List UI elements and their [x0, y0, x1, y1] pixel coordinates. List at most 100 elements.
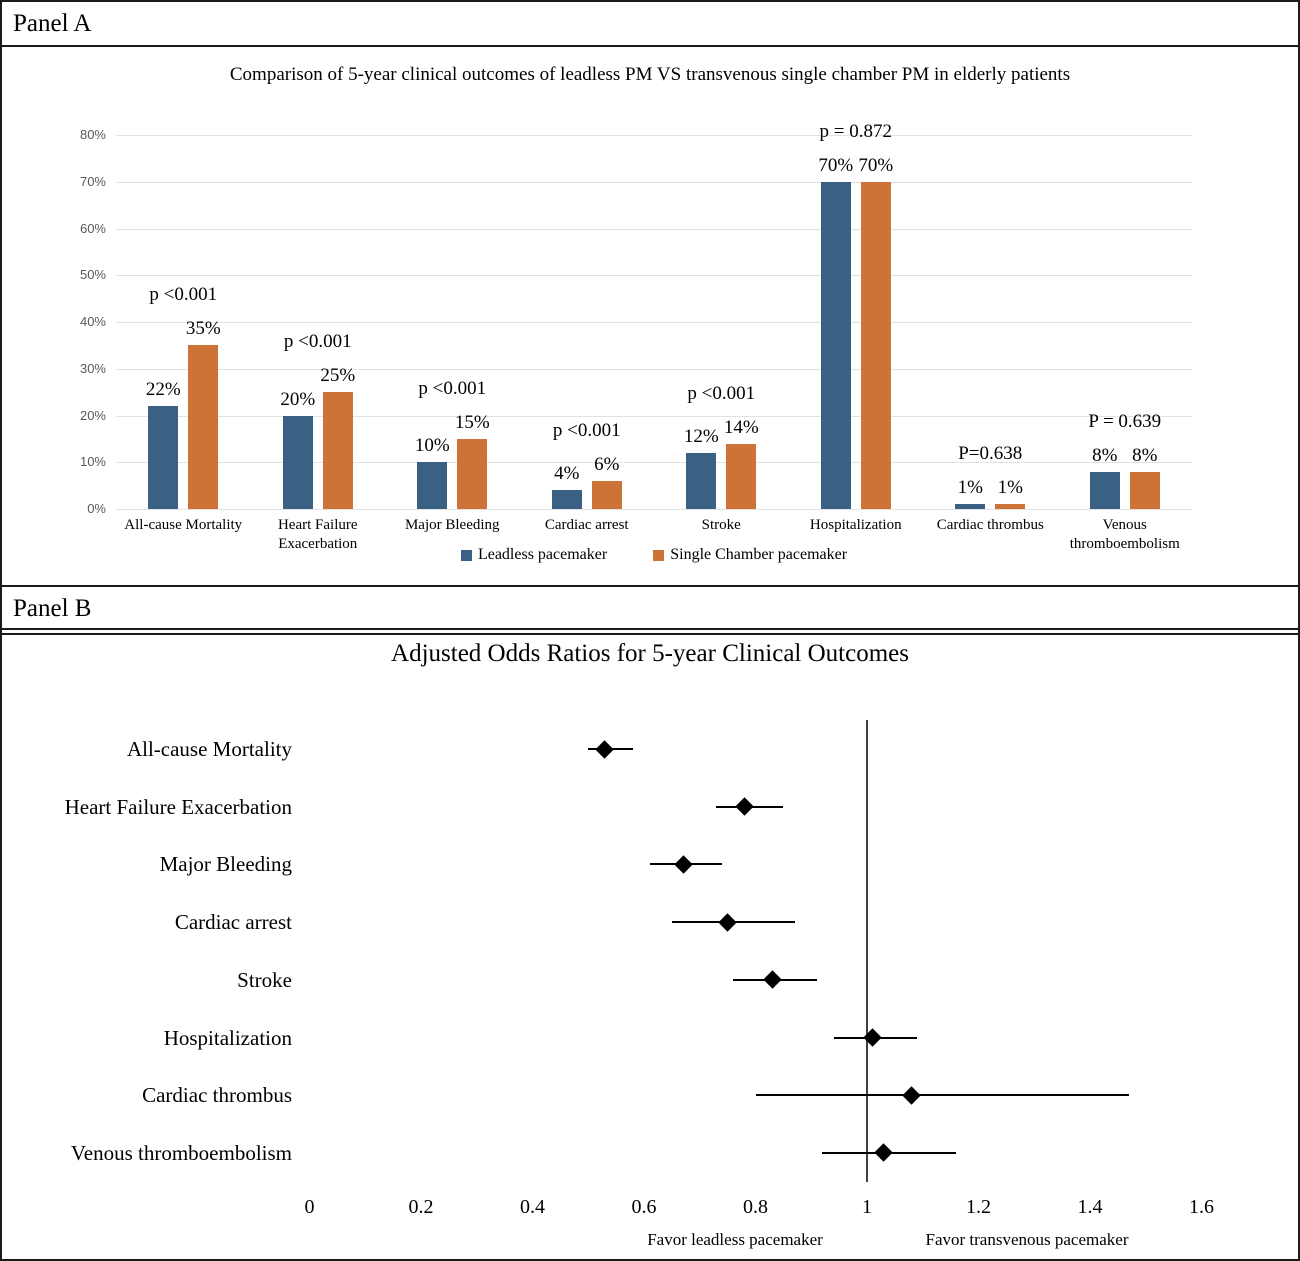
- panel-a-label: Panel A: [13, 10, 92, 37]
- bar-value-label-1-1: 25%: [320, 365, 356, 387]
- bar-leadless-1: [282, 415, 313, 509]
- forest-row-label-0: All-cause Mortality: [126, 737, 292, 761]
- forest-row-label-3: Cardiac arrest: [174, 910, 292, 935]
- forest-x-tick-0.4: 0.4: [520, 1196, 545, 1218]
- bar-value-label-0-7: 8%: [1092, 444, 1118, 466]
- forest-row-label-7: Venous thromboembolism: [70, 1140, 292, 1165]
- p-value-label-1: p <0.001: [283, 331, 352, 353]
- forest-row-label-1: Heart Failure Exacerbation: [64, 794, 292, 819]
- y-axis-tick-60: 60%: [79, 220, 106, 236]
- forest-row-label-2: Major Bleeding: [159, 852, 292, 877]
- p-value-label-3: p <0.001: [552, 419, 621, 441]
- bar-single-chamber-2: [457, 438, 488, 509]
- panel-a-header: Panel A: [2, 2, 1298, 47]
- forest-ci-line-6: [755, 1094, 1130, 1097]
- forest-row-label-5: Hospitalization: [163, 1025, 292, 1050]
- bar-single-chamber-6: [995, 504, 1026, 509]
- bar-value-label-0-3: 4%: [554, 463, 580, 485]
- p-value-label-4: p <0.001: [687, 382, 756, 404]
- legend-item-single-chamber: Single Chamber pacemaker: [653, 546, 847, 564]
- category-label-0: All-cause Mortality: [124, 517, 243, 533]
- legend-swatch-single-chamber: [653, 549, 665, 561]
- panel-b-divider-line: [2, 633, 1298, 635]
- category-label-5: Hospitalization: [809, 517, 902, 533]
- gridline-30: [116, 368, 1192, 370]
- bar-chart-legend: Leadless pacemaker Single Chamber pacemak…: [116, 546, 1192, 564]
- forest-x-tick-0: 0: [304, 1196, 315, 1218]
- forest-or-diamond-0: [595, 739, 615, 759]
- bar-value-label-1-0: 35%: [185, 318, 221, 340]
- legend-swatch-leadless: [460, 549, 472, 561]
- y-axis-tick-30: 30%: [79, 360, 106, 376]
- bar-single-chamber-5: [860, 181, 891, 509]
- bar-leadless-4: [686, 452, 717, 509]
- legend-label: Leadless pacemaker: [477, 546, 608, 563]
- category-label-2: Major Bleeding: [404, 517, 500, 533]
- forest-x-tick-1.2: 1.2: [966, 1196, 991, 1218]
- bar-value-label-0-6: 1%: [957, 477, 983, 499]
- bar-leadless-0: [148, 406, 179, 509]
- category-label-3: Cardiac arrest: [544, 517, 629, 533]
- gridline-60: [116, 228, 1192, 230]
- p-value-label-2: p <0.001: [418, 377, 487, 399]
- forest-x-tick-1: 1: [862, 1196, 872, 1218]
- forest-or-diamond-7: [874, 1143, 893, 1163]
- bar-value-label-0-1: 20%: [280, 388, 316, 410]
- bar-value-label-0-2: 10%: [414, 435, 450, 457]
- bar-single-chamber-4: [726, 443, 757, 509]
- bar-chart-title: Comparison of 5-year clinical outcomes o…: [229, 64, 1071, 85]
- p-value-label-0: p <0.001: [149, 284, 218, 306]
- forest-plot-title: Adjusted Odds Ratios for 5-year Clinical…: [391, 640, 909, 667]
- bar-leadless-3: [551, 490, 582, 509]
- favor-right-label: Favor transvenous pacemaker: [925, 1230, 1129, 1249]
- forest-x-tick-0.8: 0.8: [743, 1196, 768, 1218]
- y-axis-tick-70: 70%: [79, 173, 106, 189]
- bar-value-label-0-5: 70%: [818, 154, 854, 176]
- favor-left-label: Favor leadless pacemaker: [647, 1230, 823, 1249]
- bar-single-chamber-3: [591, 480, 622, 509]
- gridline-40: [116, 322, 1192, 323]
- bar-single-chamber-0: [188, 345, 219, 509]
- gridline-20: [116, 415, 1192, 417]
- gridline-50: [116, 275, 1192, 277]
- forest-x-tick-0.6: 0.6: [631, 1196, 657, 1218]
- bar-value-label-0-0: 22%: [145, 379, 181, 401]
- bar-value-label-1-4: 14%: [723, 416, 759, 438]
- forest-or-diamond-1: [735, 797, 754, 816]
- y-axis-tick-10: 10%: [79, 454, 106, 470]
- category-label-6: Cardiac thrombus: [936, 517, 1044, 533]
- gridline-70: [116, 181, 1192, 183]
- bar-leadless-2: [417, 462, 448, 509]
- bar-single-chamber-7: [1129, 471, 1160, 509]
- forest-or-diamond-6: [902, 1085, 921, 1105]
- bar-value-label-1-5: 70%: [858, 154, 894, 176]
- forest-x-tick-1.6: 1.6: [1189, 1196, 1214, 1218]
- bar-value-label-1-3: 6%: [594, 453, 620, 475]
- legend-label: Single Chamber pacemaker: [670, 546, 848, 563]
- category-label-4: Stroke: [701, 517, 741, 533]
- panel-b-label: Panel B: [13, 595, 92, 622]
- bar-value-label-0-4: 12%: [683, 425, 719, 447]
- p-value-label-5: p = 0.872: [819, 120, 892, 142]
- forest-x-tick-1.4: 1.4: [1077, 1196, 1103, 1218]
- category-label-1: Heart Failure Exacerbation: [277, 517, 358, 552]
- y-axis-tick-50: 50%: [79, 267, 106, 283]
- panel-b-header: Panel B: [2, 585, 1298, 630]
- gridline-0: [116, 509, 1192, 510]
- forest-or-diamond-4: [763, 970, 782, 989]
- bar-value-label-1-7: 8%: [1132, 444, 1158, 466]
- gridline-10: [116, 462, 1192, 464]
- y-axis-tick-20: 20%: [79, 407, 106, 423]
- forest-or-diamond-3: [718, 912, 737, 932]
- y-axis-tick-80: 80%: [79, 127, 106, 142]
- gridline-80: [116, 135, 1192, 136]
- bar-leadless-6: [955, 504, 986, 509]
- forest-row-label-6: Cardiac thrombus: [142, 1083, 292, 1108]
- p-value-label-7: P = 0.639: [1088, 410, 1162, 432]
- bar-value-label-1-2: 15%: [454, 411, 490, 433]
- forest-row-label-4: Stroke: [237, 967, 292, 992]
- legend-item-leadless: Leadless pacemaker: [460, 546, 608, 564]
- y-axis-tick-0: 0%: [87, 501, 106, 516]
- category-label-7: Venous thromboembolism: [1069, 517, 1180, 552]
